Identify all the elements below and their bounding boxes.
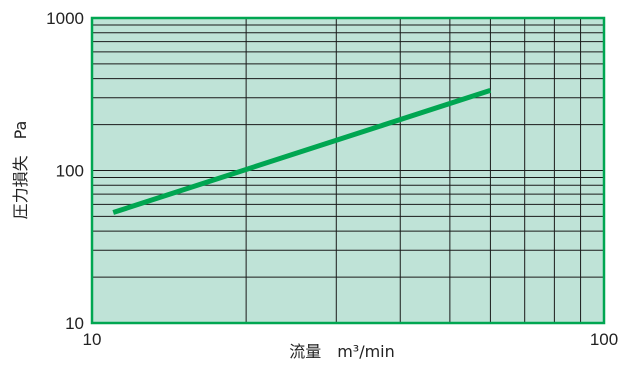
x-tick-label: 10 <box>83 330 102 349</box>
x-tick-label: 100 <box>590 330 618 349</box>
series-layer <box>112 88 492 215</box>
y-tick-label: 1000 <box>46 9 84 28</box>
y-axis-label: 圧力損失 Pa <box>11 121 30 220</box>
y-tick-labels: 10 100 1000 <box>46 9 84 333</box>
plot-frame <box>90 16 606 325</box>
series-line <box>112 88 492 215</box>
y-tick-label: 10 <box>65 314 84 333</box>
x-tick-labels: 10 100 <box>83 330 619 349</box>
y-tick-label: 100 <box>56 162 84 181</box>
x-axis-label: 流量 m³/min <box>289 342 395 361</box>
horizontal-gridlines <box>92 24 604 278</box>
